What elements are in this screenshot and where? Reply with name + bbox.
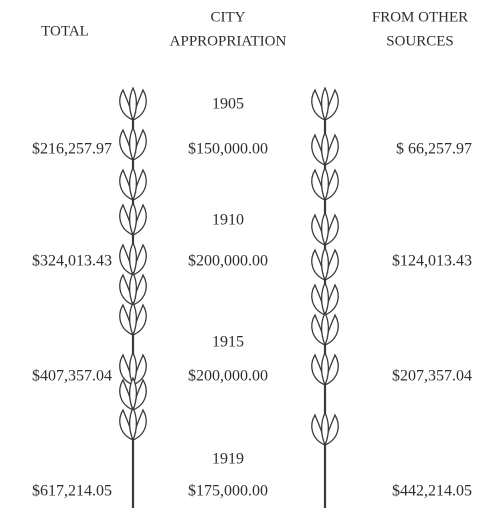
vine-right xyxy=(312,88,338,508)
total-amount: $617,214.05 xyxy=(32,483,112,500)
column-header: TOTAL xyxy=(41,23,89,39)
other-amount: $124,013.43 xyxy=(392,253,472,270)
total-amount: $407,357.04 xyxy=(32,368,112,385)
year: 1915 xyxy=(212,334,244,351)
year: 1905 xyxy=(212,96,244,113)
city-amount: $175,000.00 xyxy=(188,483,268,500)
total-amount: $216,257.97 xyxy=(32,141,112,158)
column-header: APPROPRIATION xyxy=(170,33,287,49)
column-header: FROM OTHER xyxy=(372,9,468,25)
total-amount: $324,013.43 xyxy=(32,253,112,270)
other-amount: $ 66,257.97 xyxy=(396,141,472,158)
city-amount: $200,000.00 xyxy=(188,368,268,385)
page: TOTAL CITY APPROPRIATION FROM OTHER SOURCES 1… xyxy=(0,0,484,508)
city-amount: $200,000.00 xyxy=(188,253,268,270)
column-header: SOURCES xyxy=(386,33,454,49)
year: 1919 xyxy=(212,451,244,468)
column-header: CITY xyxy=(211,9,246,25)
table: TOTAL CITY APPROPRIATION FROM OTHER SOURCES 1… xyxy=(32,9,472,499)
year: 1910 xyxy=(212,212,244,229)
other-amount: $207,357.04 xyxy=(392,368,472,385)
other-amount: $442,214.05 xyxy=(392,483,472,500)
city-amount: $150,000.00 xyxy=(188,141,268,158)
vine-left xyxy=(120,88,146,508)
